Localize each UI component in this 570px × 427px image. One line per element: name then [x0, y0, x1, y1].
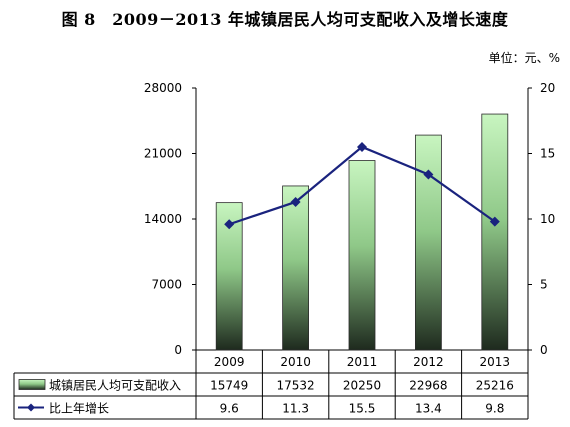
right-tick-label: 20: [540, 81, 555, 95]
table-bar-value: 17532: [277, 379, 315, 393]
left-tick-label: 0: [174, 343, 182, 357]
x-category-label: 2012: [413, 355, 444, 369]
legend-bar-label: 城镇居民人均可支配收入: [49, 379, 181, 393]
table-bar-value: 15749: [210, 379, 248, 393]
left-tick-label: 7000: [151, 278, 182, 292]
table-bar-value: 20250: [343, 379, 381, 393]
x-category-label: 2013: [480, 355, 511, 369]
table-line-value: 13.4: [415, 402, 442, 416]
growth-point: [357, 141, 367, 152]
x-category-label: 2011: [347, 355, 378, 369]
legend-line-label: 比上年增长: [49, 402, 109, 416]
legend-line-marker: [27, 403, 35, 412]
growth-point: [224, 219, 235, 230]
left-tick-label: 21000: [144, 147, 182, 161]
growth-point: [489, 216, 500, 227]
right-tick-label: 0: [540, 343, 548, 357]
x-category-label: 2010: [280, 355, 311, 369]
right-tick-label: 10: [540, 212, 555, 226]
bar: [282, 185, 310, 351]
table-bar-value: 25216: [476, 379, 514, 393]
table-line-value: 9.6: [220, 402, 239, 416]
left-tick-label: 14000: [144, 212, 182, 226]
table-line-value: 11.3: [282, 402, 309, 416]
legend-bar-swatch: [18, 379, 46, 390]
unit-label: 单位：元、%: [488, 51, 560, 65]
growth-point: [423, 169, 434, 180]
left-tick-label: 28000: [144, 81, 182, 95]
right-tick-label: 15: [540, 147, 555, 161]
right-tick-label: 5: [540, 278, 548, 292]
table-line-value: 15.5: [349, 402, 376, 416]
bar: [414, 134, 442, 351]
growth-point: [290, 196, 301, 207]
bar: [348, 160, 376, 351]
bar: [481, 113, 509, 351]
table-line-value: 9.8: [485, 402, 504, 416]
table-bar-value: 22968: [409, 379, 447, 393]
x-category-label: 2009: [214, 355, 245, 369]
chart-title: 图 8 2009－2013 年城镇居民人均可支配收入及增长速度: [61, 10, 509, 29]
